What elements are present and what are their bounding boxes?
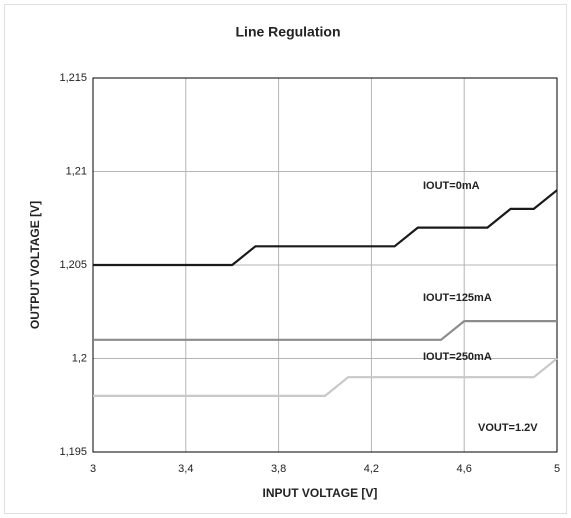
- y-tick-label: 1,2: [72, 352, 87, 364]
- series-label: IOUT=0mA: [423, 180, 480, 192]
- y-tick-label: 1,215: [59, 72, 87, 84]
- x-tick-label: 5: [554, 463, 560, 475]
- series-line: [93, 189, 558, 267]
- x-tick-label: 4,2: [364, 463, 379, 475]
- chart-frame: [4, 4, 567, 514]
- y-tick-label: 1,21: [66, 165, 87, 177]
- x-tick-label: 3,8: [271, 463, 286, 475]
- x-tick-label: 3,4: [178, 463, 193, 475]
- x-axis-label: INPUT VOLTAGE [V]: [263, 486, 378, 500]
- x-tick-label: 3: [90, 463, 96, 475]
- series-label: IOUT=250mA: [423, 351, 492, 363]
- series-label: IOUT=125mA: [423, 292, 492, 304]
- y-axis-label: OUTPUT VOLTAGE [V]: [28, 201, 42, 329]
- annotation: VOUT=1.2V: [478, 422, 538, 434]
- chart-title: Line Regulation: [236, 24, 341, 40]
- x-tick-label: 4,6: [457, 463, 472, 475]
- y-tick-label: 1,195: [59, 446, 87, 458]
- series-line: [93, 320, 557, 341]
- series-line: [93, 357, 558, 397]
- y-tick-label: 1,205: [59, 259, 87, 271]
